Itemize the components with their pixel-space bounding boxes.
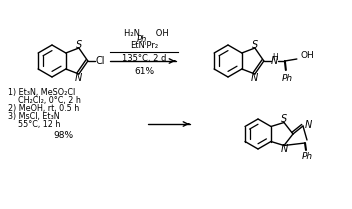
Text: 98%: 98% [53,130,73,139]
Text: N: N [75,73,82,83]
Text: 2) MeOH, rt, 0.5 h: 2) MeOH, rt, 0.5 h [8,104,79,113]
Text: EtNᴵPr₂: EtNᴵPr₂ [130,42,158,51]
Text: N: N [304,120,312,130]
Text: S: S [252,40,258,50]
Text: H: H [272,52,278,61]
Text: 55°C, 12 h: 55°C, 12 h [8,121,61,130]
Text: OH: OH [301,51,315,60]
Text: Ph: Ph [281,74,293,83]
Text: N: N [271,56,278,66]
Text: Ph: Ph [137,34,147,43]
Text: 3) MsCl, Et₃N: 3) MsCl, Et₃N [8,112,59,121]
Text: 135°C, 2 d: 135°C, 2 d [122,54,166,62]
Text: S: S [76,40,82,50]
Text: Ph: Ph [301,152,313,161]
Text: 61%: 61% [134,66,154,75]
Text: Cl: Cl [96,56,105,66]
Text: H₂N      OH: H₂N OH [124,28,168,37]
Text: N: N [280,144,288,154]
Text: CH₂Cl₂, 0°C, 2 h: CH₂Cl₂, 0°C, 2 h [8,97,81,106]
Text: 1) Et₃N, MeSO₂Cl: 1) Et₃N, MeSO₂Cl [8,88,75,98]
Text: N: N [251,73,258,83]
Text: S: S [281,113,287,124]
